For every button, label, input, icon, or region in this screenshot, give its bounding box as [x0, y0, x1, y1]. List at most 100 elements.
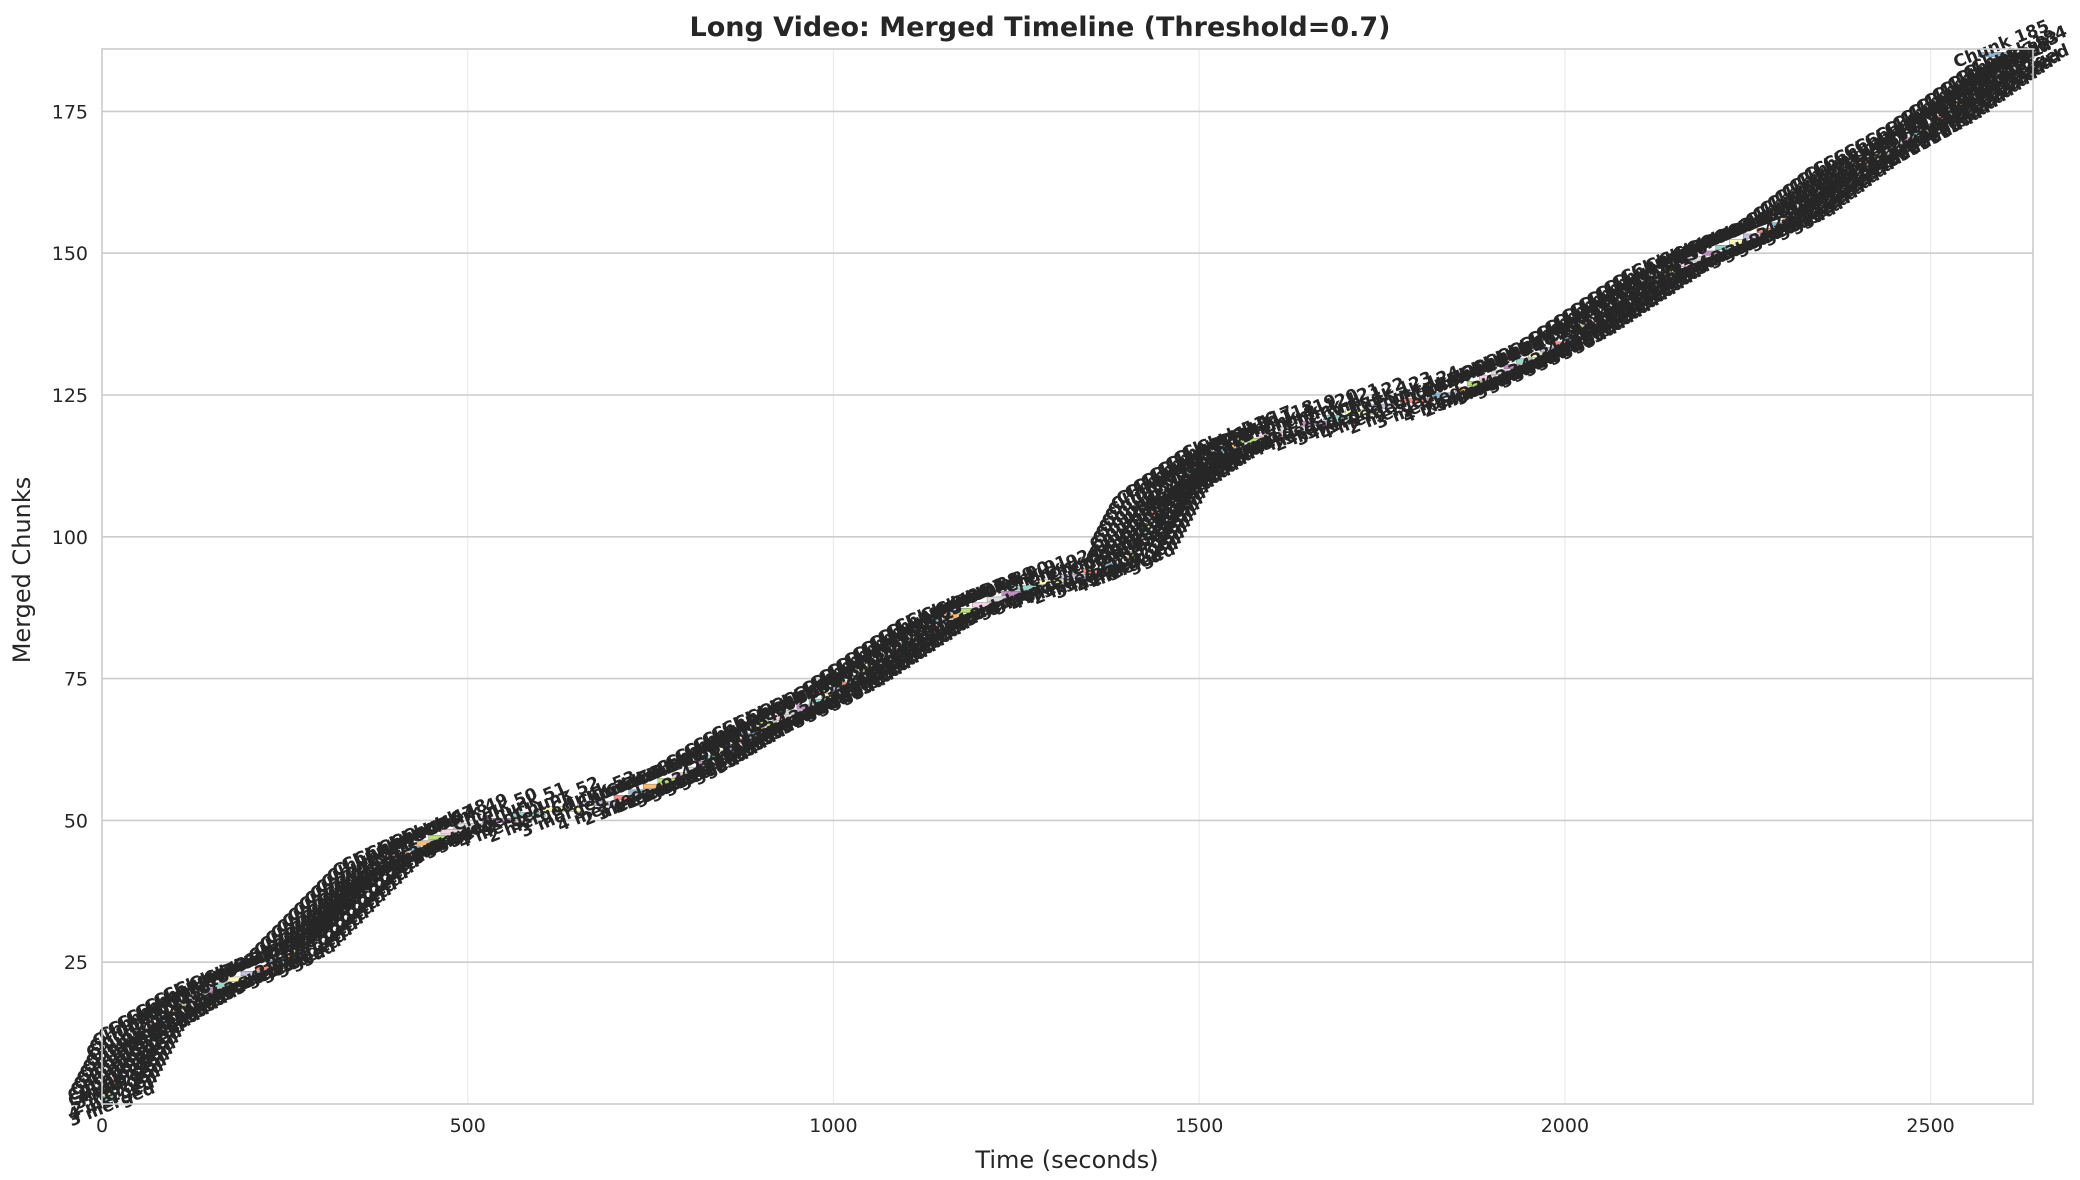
chunk-bar	[1203, 460, 1216, 466]
chunk-bar	[1186, 471, 1200, 477]
chunk-bar	[1878, 148, 1894, 154]
chunk-bar	[428, 834, 446, 840]
chunk-bar	[1969, 91, 1983, 97]
chunk-bar	[374, 863, 385, 869]
chunk-bar	[875, 659, 889, 665]
chunk-bar	[391, 851, 409, 857]
y-tick-label: 100	[52, 527, 88, 549]
chunk-bar	[1503, 364, 1521, 370]
chunk-bar	[1946, 108, 1959, 114]
chunk-bar	[723, 744, 738, 750]
chunk-bar	[1701, 250, 1721, 256]
chunk-bar	[1606, 307, 1621, 313]
chunk-bar	[301, 937, 312, 942]
chunk-bar	[1081, 568, 1109, 574]
chunk-bar	[1219, 449, 1233, 455]
chunk-bar	[120, 1061, 128, 1067]
chunk-bar	[760, 721, 778, 727]
chunk-bar	[1257, 432, 1285, 438]
chunk-bar	[1674, 262, 1693, 268]
chunk-bar	[1515, 358, 1533, 364]
chunk-bar	[1632, 290, 1646, 296]
y-tick-label: 125	[52, 385, 88, 407]
chunk-bar	[1899, 137, 1915, 143]
chunk-bar	[1623, 296, 1637, 302]
chunk-bar	[900, 642, 914, 648]
chunk-bar	[1156, 500, 1165, 506]
chunk-bar	[741, 732, 756, 738]
chunk-bar	[1867, 154, 1883, 160]
chunk-bar	[1125, 557, 1134, 562]
y-axis-label: Merged Chunks	[8, 477, 36, 664]
chunk-bar	[1454, 386, 1472, 392]
chunk-bar	[226, 976, 246, 982]
chunk-bar	[1427, 392, 1460, 398]
chunk-bar	[126, 1050, 135, 1056]
chunk-bar	[165, 1010, 180, 1016]
chunk-bar	[577, 800, 619, 806]
chunk-bar	[193, 993, 208, 999]
chunk-bar	[1162, 488, 1176, 494]
chunk-bar	[1598, 313, 1612, 319]
chunk-bar	[1919, 125, 1936, 131]
chunk-bar	[628, 789, 648, 795]
chunk-bar	[1170, 483, 1184, 489]
chunk-bar	[1798, 205, 1811, 211]
chunk-bar	[1059, 574, 1087, 579]
chunk-bar	[1842, 171, 1855, 177]
chunk-bar	[1820, 188, 1833, 194]
chunk-bar	[357, 880, 368, 886]
chunk-bar	[1479, 375, 1497, 381]
chunk-bar	[942, 613, 963, 619]
chunk-bar	[351, 885, 363, 891]
chunk-bar	[1909, 131, 1925, 137]
chunk-bar	[1159, 494, 1168, 500]
chunk-bar	[917, 630, 931, 636]
chunk-bar	[1323, 415, 1351, 421]
plot-frame	[101, 48, 2034, 1105]
chunk-bar	[1540, 347, 1558, 353]
chunk-bar	[1930, 120, 1944, 126]
chunk-bar	[1657, 273, 1671, 279]
chunk-bar	[986, 596, 1007, 602]
chunk-bar	[714, 749, 729, 755]
chunk-bar	[1144, 522, 1152, 528]
chunk-bar	[1581, 324, 1595, 330]
x-tick-label: 1500	[1175, 1115, 1223, 1137]
chunk-bar	[482, 817, 517, 823]
chunk-bar	[1491, 369, 1509, 375]
grid-lines	[101, 49, 2033, 1104]
chunk-bar	[110, 1078, 119, 1084]
axis-ticks: 0 500 1000 1500 2000 2500 25 50 75 100 125 150 175	[52, 101, 1955, 1137]
chunk-bar	[1138, 534, 1146, 540]
chunk-bar	[850, 676, 864, 682]
chunk-bar	[1279, 426, 1307, 432]
chunk-bar	[2017, 57, 2030, 63]
chunk-bar	[117, 1067, 125, 1073]
chunk-bar	[1615, 301, 1629, 307]
chunk-bar	[129, 1044, 138, 1050]
chunk-bar	[1961, 97, 1975, 103]
chunk-bar	[1038, 579, 1065, 585]
chunk-bar	[883, 653, 898, 659]
chunk-bar	[284, 954, 296, 959]
chunk-bar	[1665, 267, 1680, 273]
chunk-bar	[1806, 199, 1819, 205]
chunk-bar	[1001, 591, 1021, 596]
chunk-bar	[705, 755, 720, 761]
chunk-bar	[972, 602, 992, 608]
chunk-bar	[892, 647, 906, 653]
plot-area	[101, 52, 2034, 1101]
chunk-bar	[312, 925, 324, 931]
chunk-bar	[1993, 74, 2007, 80]
chunk-bar	[1301, 420, 1329, 426]
x-tick-label: 2500	[1906, 1115, 1954, 1137]
chunk-bar	[1528, 352, 1546, 358]
chunk-bar	[1227, 443, 1241, 449]
chunk-bar	[909, 636, 923, 642]
x-tick-label: 0	[96, 1115, 108, 1137]
chunk-bar	[2001, 69, 2014, 75]
chunk-bar	[340, 897, 351, 903]
chunk-bar	[1813, 194, 1826, 199]
chunk-bar	[1194, 466, 1208, 472]
